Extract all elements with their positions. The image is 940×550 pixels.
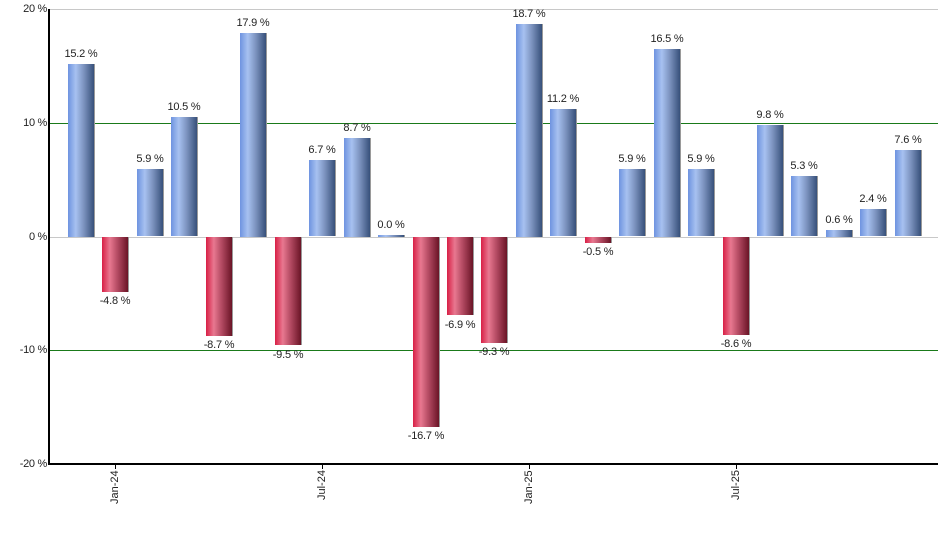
bar-value-label: -4.8 % [99,295,131,307]
y-tick-label: 20 % [23,3,47,15]
gridline [50,123,938,124]
bar-mar-25 [585,237,611,243]
bar-value-label: -8.7 % [203,339,235,351]
gridline [50,350,938,351]
x-tick [529,464,530,469]
bar-dec-23 [68,64,94,237]
bar-value-label: 9.8 % [756,109,784,121]
bar-dec-24 [481,237,507,343]
bar-jul-24 [309,160,335,236]
bar-jan-25 [516,24,542,237]
y-tick-label: 0 % [28,231,47,243]
bar-value-label: 5.9 % [618,153,646,165]
bar-value-label: -6.9 % [444,319,476,331]
bar-mar-24 [171,117,197,236]
gridline [50,9,938,10]
y-tick-label: 10 % [23,117,47,129]
bar-value-label: -16.7 % [407,430,445,442]
bar-jun-24 [275,237,301,345]
bar-aug-25 [757,125,783,236]
x-tick [115,464,116,469]
bar-feb-24 [137,169,163,236]
bar-value-label: 2.4 % [859,193,887,205]
bar-jan-24 [102,237,128,292]
bar-value-label: 0.6 % [825,214,853,226]
bar-value-label: 7.6 % [894,134,922,146]
x-tick-label: Jan-25 [523,470,535,504]
y-axis-line [48,9,50,465]
bar-may-24 [240,33,266,237]
x-tick-label: Jul-24 [316,470,328,500]
bar-nov-24 [447,237,473,315]
bar-value-label: 17.9 % [236,17,270,29]
bar-value-label: -0.5 % [582,246,614,258]
bar-sep-25 [791,176,817,236]
y-tick-label: -20 % [19,458,48,470]
bar-value-label: 15.2 % [64,48,98,60]
bar-value-label: 10.5 % [167,101,201,113]
bar-jul-25 [723,237,749,335]
bar-value-label: 5.9 % [687,153,715,165]
bar-value-label: 6.7 % [308,144,336,156]
bar-apr-24 [206,237,232,336]
bar-value-label: 18.7 % [512,8,546,20]
bar-aug-24 [344,138,370,237]
bar-value-label: 5.3 % [790,160,818,172]
bar-value-label: -8.6 % [720,338,752,350]
bar-value-label: 11.2 % [546,93,580,105]
bar-feb-25 [550,109,576,236]
bar-apr-25 [619,169,645,236]
x-tick-label: Jan-24 [109,470,121,504]
bar-value-label: 0.0 % [377,219,405,231]
x-axis-line [48,463,938,465]
bar-value-label: -9.5 % [272,349,304,361]
bar-jun-25 [688,169,714,236]
y-tick-label: -10 % [19,344,48,356]
bar-value-label: 5.9 % [136,153,164,165]
x-tick-label: Jul-25 [730,470,742,500]
bar-may-25 [654,49,680,237]
bar-oct-24 [413,237,439,427]
bar-nov-25 [860,209,886,236]
x-tick [736,464,737,469]
bar-value-label: -9.3 % [478,346,510,358]
bar-value-label: 16.5 % [650,33,684,45]
bar-value-label: 8.7 % [343,122,371,134]
bar-sep-24 [378,235,404,237]
bar-dec-25 [895,150,921,236]
x-tick [322,464,323,469]
bar-oct-25 [826,230,852,237]
